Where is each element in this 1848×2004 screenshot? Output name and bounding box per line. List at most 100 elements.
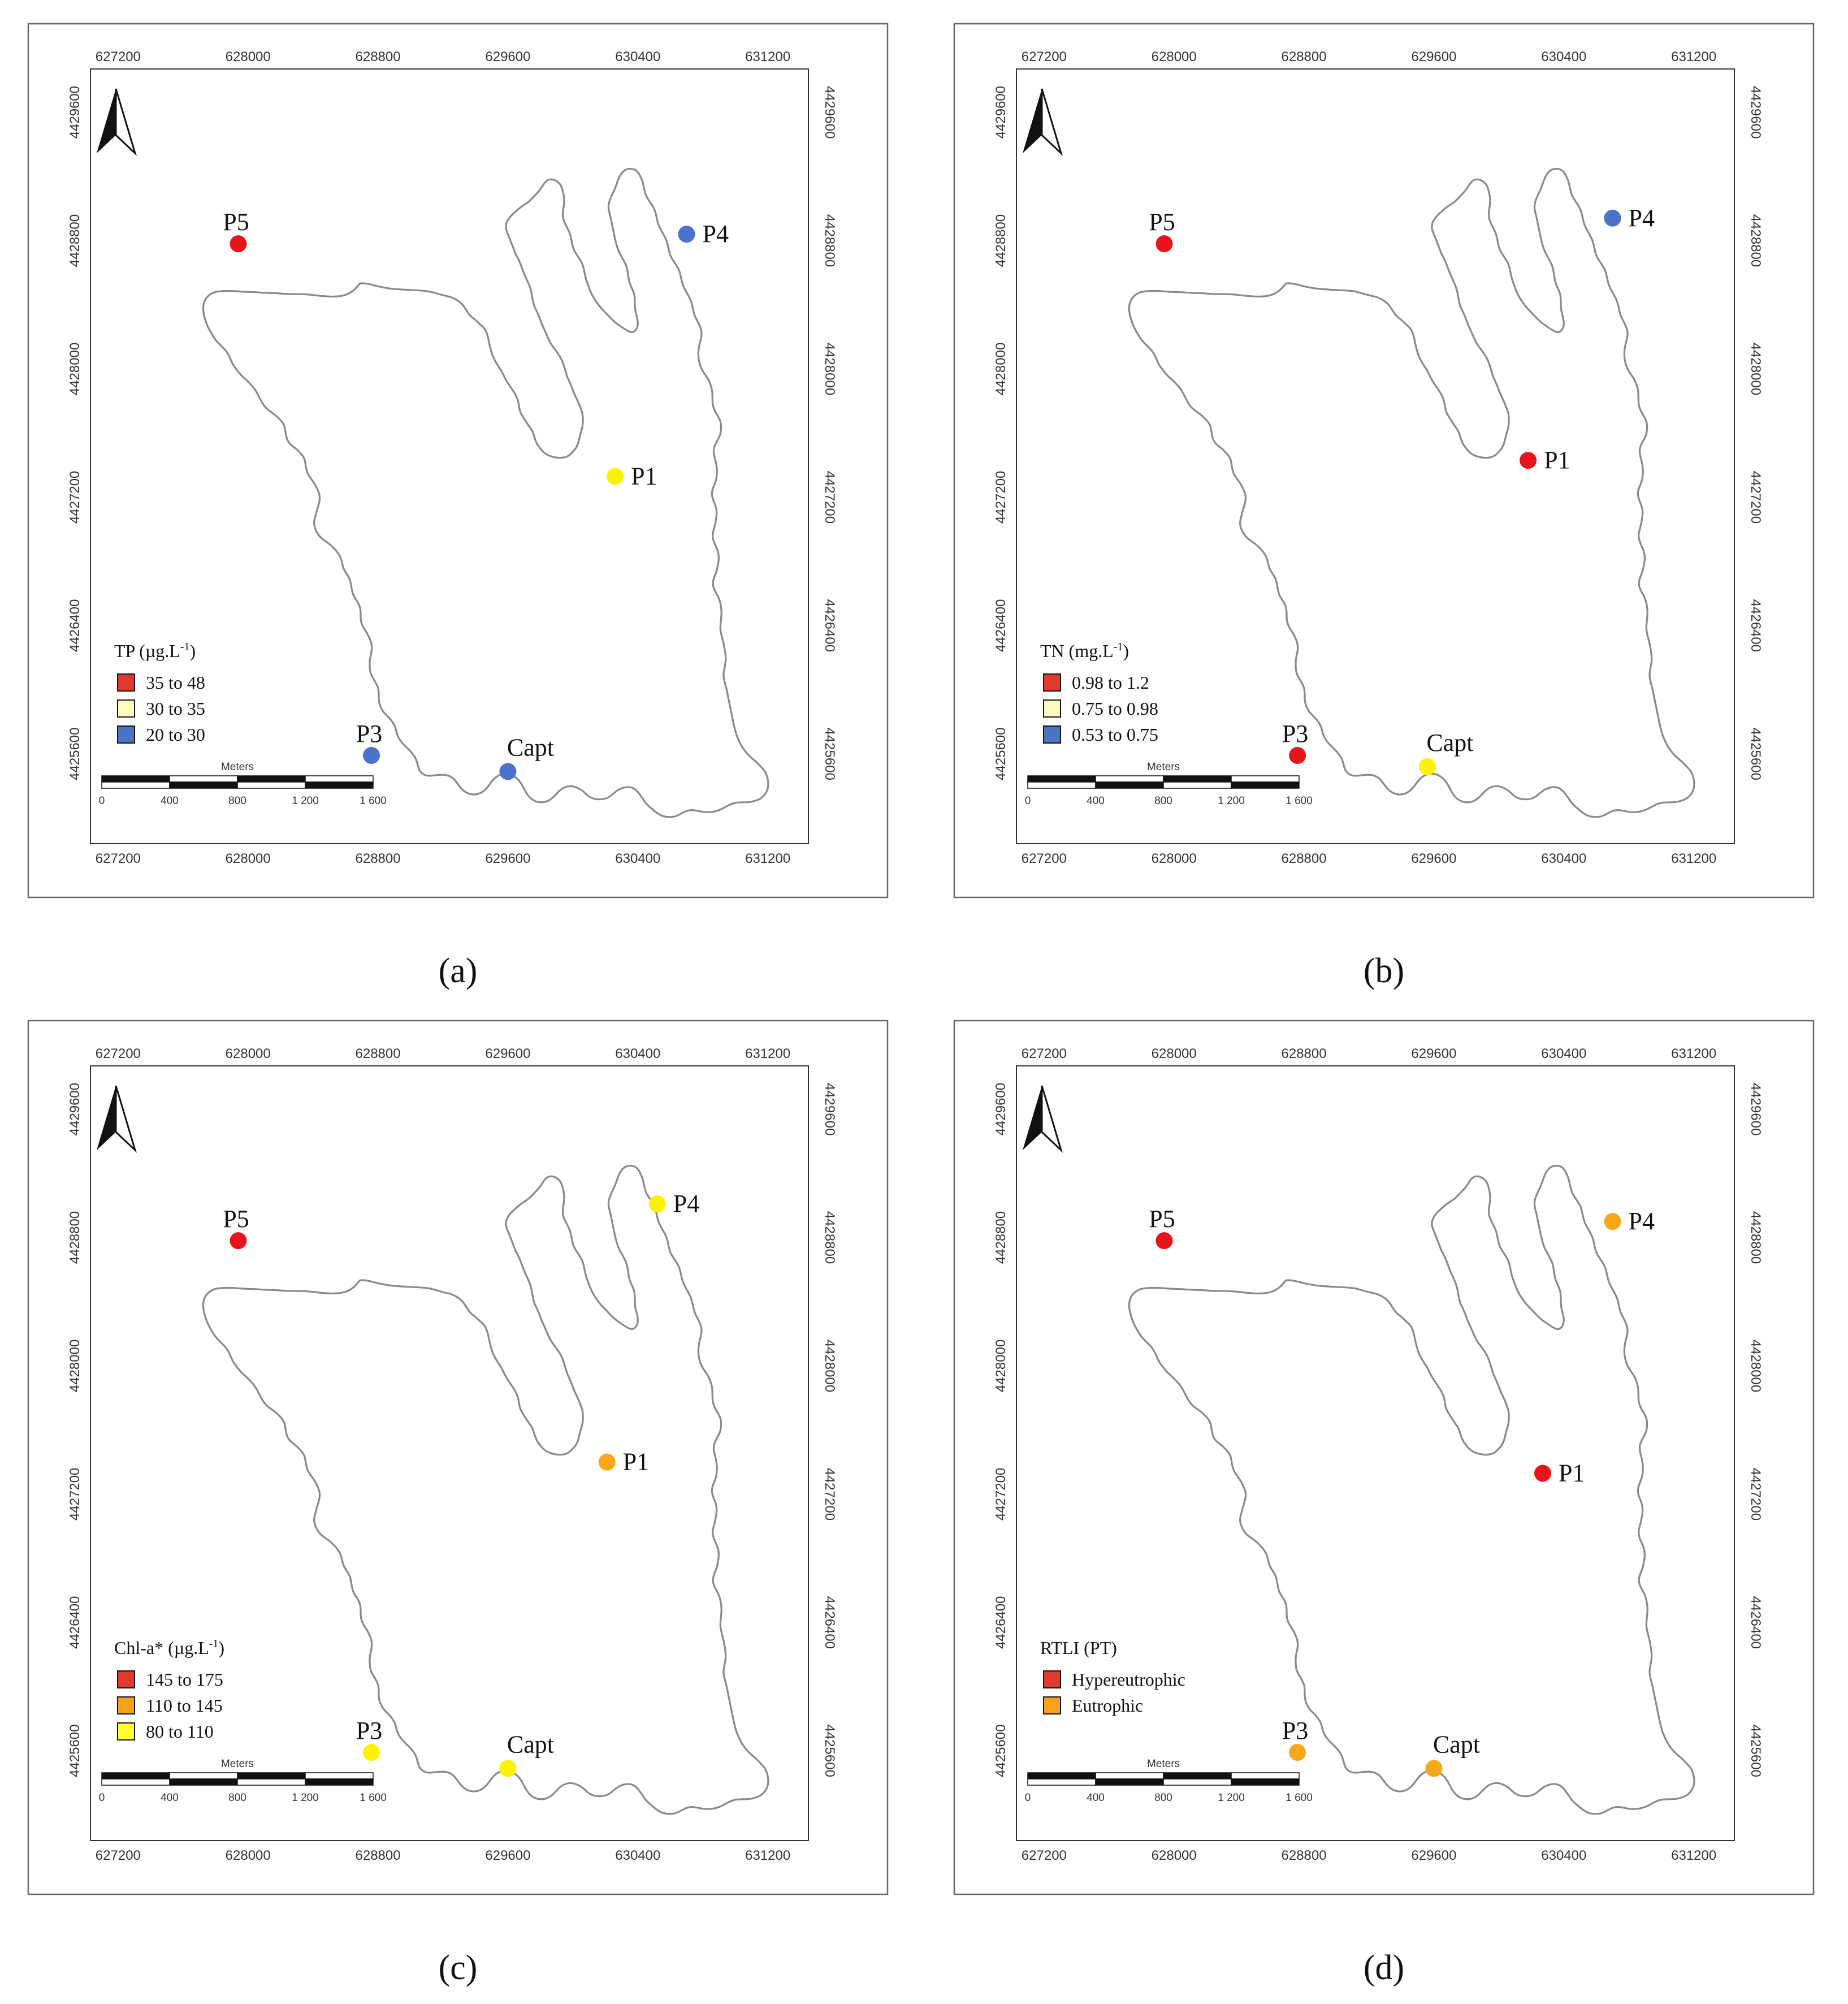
legend-swatch	[1043, 1696, 1061, 1714]
y-tick-label-left: 4427200	[993, 471, 1009, 524]
sample-point-p1	[607, 468, 624, 485]
legend-item-label: 0.53 to 0.75	[1072, 724, 1158, 745]
reservoir-outline	[202, 1164, 769, 1815]
sample-label-capt: Capt	[507, 733, 554, 761]
x-tick-label-top: 629600	[485, 1046, 530, 1061]
y-tick-label-left: 4427200	[993, 1468, 1009, 1521]
y-tick-label-right: 4428800	[1748, 1211, 1763, 1264]
scale-bar: Meters 0 400 800 1 200 1 600	[1025, 1758, 1313, 1804]
legend-title: Chl-a* (µg.L-1)	[114, 1638, 224, 1658]
scale-bar-label: 1 600	[1286, 795, 1313, 807]
y-tick-label-left: 4425600	[993, 1724, 1009, 1777]
y-tick-label-left: 4429600	[67, 86, 83, 139]
sample-point-p4	[648, 1195, 666, 1212]
legend-item-label: 0.75 to 0.98	[1072, 698, 1158, 719]
scale-bar-title: Meters	[1147, 1758, 1180, 1770]
legend-item-label: Eutrophic	[1072, 1695, 1143, 1716]
scale-seg-bottom	[1231, 1778, 1300, 1786]
sample-point-p1	[1520, 452, 1537, 469]
scale-bar-label: 1 200	[1218, 1792, 1245, 1804]
x-tick-label-bottom: 629600	[1411, 1848, 1456, 1863]
sample-label-p3: P3	[356, 1717, 382, 1744]
scale-bar-label: 1 600	[360, 1792, 387, 1804]
x-tick-label-top: 628000	[1152, 1046, 1197, 1061]
y-tick-label-right: 4429600	[1748, 86, 1763, 139]
x-tick-label-bottom: 631200	[745, 851, 790, 866]
y-tick-label-right: 4428800	[822, 1211, 837, 1264]
sample-label-p4: P4	[1629, 1207, 1655, 1235]
legend-title-sup: -1	[209, 1638, 219, 1650]
y-tick-label-left: 4427200	[67, 1468, 83, 1521]
scale-seg-top	[1163, 775, 1232, 783]
scale-seg-bottom	[305, 781, 374, 789]
scale-bar-title: Meters	[221, 761, 254, 773]
scale-seg-bottom	[1231, 781, 1300, 789]
legend-item-label: 30 to 35	[146, 698, 205, 719]
sample-point-p5	[1155, 235, 1173, 253]
x-tick-label-bottom: 627200	[96, 1848, 141, 1863]
sample-label-p4: P4	[673, 1190, 699, 1217]
scale-seg-top	[237, 775, 306, 783]
sample-point-p5	[230, 235, 247, 253]
x-tick-label-bottom: 630400	[1541, 1848, 1586, 1863]
scale-bar-label: 0	[99, 795, 105, 807]
legend-title: TN (mg.L-1)	[1040, 641, 1129, 661]
y-tick-label-right: 4426400	[1748, 599, 1763, 652]
x-tick-label-top: 628000	[1152, 49, 1197, 64]
sample-label-p4: P4	[703, 220, 729, 248]
x-tick-label-bottom: 629600	[485, 851, 530, 866]
y-tick-label-left: 4425600	[67, 727, 83, 780]
scale-bar-label: 1 200	[292, 1792, 319, 1804]
scale-seg-top	[169, 1772, 238, 1780]
map-panel-4: 627200 627200 628000 628000 628800 628800 6296…	[953, 1020, 1815, 1987]
sample-point-capt	[499, 1760, 517, 1777]
north-arrow-right	[1041, 88, 1063, 156]
scale-bar-label: 0	[1025, 795, 1031, 807]
y-tick-label-left: 4429600	[67, 1083, 83, 1135]
x-tick-label-top: 630400	[615, 1046, 660, 1061]
panel-caption: (c)	[439, 1949, 478, 1987]
y-tick-label-left: 4425600	[67, 1724, 83, 1777]
x-tick-label-top: 630400	[615, 49, 660, 64]
y-tick-label-left: 4429600	[993, 86, 1009, 139]
x-tick-label-bottom: 631200	[745, 1848, 790, 1863]
scale-bar-label: 800	[228, 1792, 246, 1804]
sample-label-p1: P1	[1559, 1459, 1585, 1487]
scale-seg-top	[1231, 775, 1300, 783]
reservoir-outline	[1128, 167, 1695, 818]
legend-title-close: )	[218, 1638, 224, 1658]
scale-bar-label: 800	[1154, 1792, 1172, 1804]
sample-point-p3	[363, 746, 380, 764]
legend-title-close: )	[189, 641, 196, 661]
y-tick-label-left: 4428000	[993, 1340, 1009, 1392]
scale-bar-title: Meters	[221, 1758, 254, 1770]
map-panel-2: 627200 627200 628000 628000 628800 628800 6296…	[953, 23, 1815, 990]
y-tick-label-right: 4426400	[822, 1596, 837, 1649]
sample-point-p5	[1155, 1232, 1173, 1250]
y-tick-label-left: 4428800	[67, 214, 83, 267]
legend-item-label: Hypereutrophic	[1072, 1669, 1185, 1690]
legend-swatch	[117, 1670, 135, 1688]
legend-item-label: 80 to 110	[146, 1721, 214, 1742]
x-tick-label-top: 628000	[226, 1046, 271, 1061]
legend-title-text: RTLI (PT)	[1040, 1638, 1117, 1658]
x-tick-label-bottom: 628800	[356, 1848, 401, 1863]
legend-swatch	[117, 1696, 135, 1714]
reservoir-outline	[202, 167, 769, 818]
legend-swatch	[1043, 673, 1061, 692]
sample-point-capt	[1418, 758, 1436, 775]
scale-seg-bottom	[101, 1778, 170, 1786]
scale-bar-label: 1 600	[1286, 1792, 1313, 1804]
legend-title: TP (µg.L-1)	[114, 641, 196, 661]
scale-seg-bottom	[237, 781, 306, 789]
y-tick-label-left: 4426400	[67, 599, 83, 652]
y-tick-label-right: 4426400	[1748, 1596, 1763, 1649]
y-tick-label-right: 4429600	[1748, 1083, 1763, 1135]
legend-title-text: TN (mg.L	[1040, 641, 1114, 661]
sample-point-p5	[230, 1232, 247, 1250]
x-tick-label-top: 627200	[1022, 49, 1067, 64]
scale-seg-top	[305, 775, 374, 783]
map-frame	[1016, 1065, 1735, 1841]
sample-point-p1	[1534, 1465, 1551, 1482]
